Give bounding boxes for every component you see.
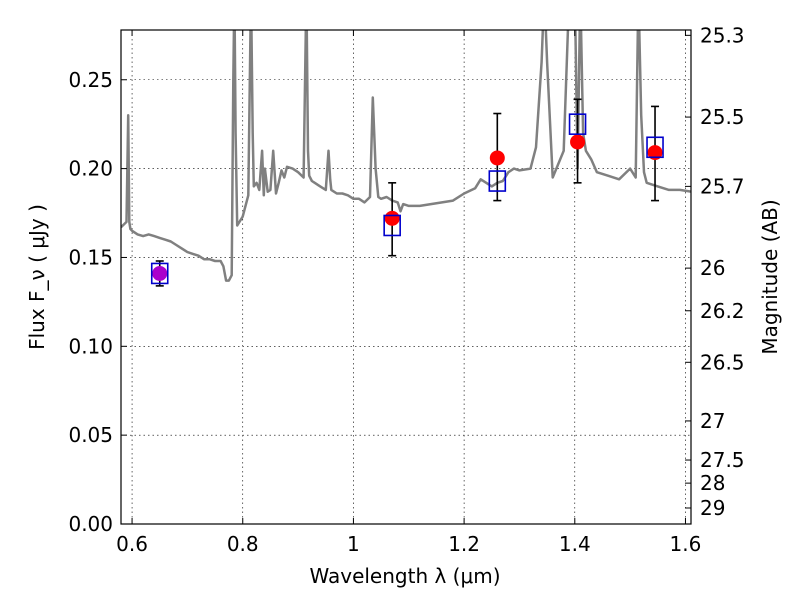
- x-tick-label: 1.2: [448, 532, 480, 556]
- observed-point: [384, 210, 400, 226]
- observed-point: [152, 265, 168, 281]
- model-point: [568, 113, 587, 135]
- x-tick-label: 1: [347, 532, 360, 556]
- plot-data: [121, 30, 691, 282]
- y-axis-title-right: Magnitude (AB): [758, 199, 782, 354]
- model-point: [488, 170, 507, 192]
- y-axis-title-left: Flux F_ν ( μJy ): [25, 204, 49, 350]
- right-y-tick-label: 27.5: [700, 448, 745, 472]
- right-y-tick-label: 26.2: [700, 299, 745, 323]
- observed-point: [570, 134, 586, 150]
- y-tick-label: 0.25: [68, 68, 113, 92]
- x-tick-label: 0.8: [227, 532, 259, 556]
- right-y-tick-label: 25.3: [700, 23, 745, 47]
- model-point: [150, 262, 169, 285]
- right-y-tick-label: 27: [700, 409, 725, 433]
- observed-point: [647, 145, 663, 161]
- x-tick-label: 1.6: [670, 532, 702, 556]
- x-tick-label: 1.4: [559, 532, 591, 556]
- model-point: [646, 136, 664, 159]
- model-spectrum-line: [121, 30, 691, 282]
- right-y-tick-label: 25.5: [700, 105, 745, 129]
- right-y-tick-label: 26.5: [700, 350, 745, 374]
- y-tick-label: 0.15: [68, 245, 113, 269]
- right-y-tick-label: 29: [700, 496, 725, 520]
- plot-markers: [150, 98, 664, 287]
- y-tick-label: 0.05: [68, 423, 113, 447]
- model-point: [383, 214, 401, 237]
- right-y-tick-label: 25.7: [700, 174, 745, 198]
- x-axis-title: Wavelength λ (μm): [309, 564, 500, 588]
- observed-point: [489, 150, 505, 166]
- y-tick-label: 0.00: [68, 512, 113, 536]
- y-tick-label: 0.20: [68, 157, 113, 181]
- x-tick-label: 0.6: [116, 532, 148, 556]
- y-tick-label: 0.10: [68, 334, 113, 358]
- right-y-tick-label: 26: [700, 256, 725, 280]
- axes: 0.6 0.8 1 1.2 1.4 1.6 0.00 0.05 0.10 0.15 0.20 0.25…: [68, 23, 744, 556]
- right-y-tick-label: 28: [700, 471, 725, 495]
- plot-frame: [120, 29, 692, 525]
